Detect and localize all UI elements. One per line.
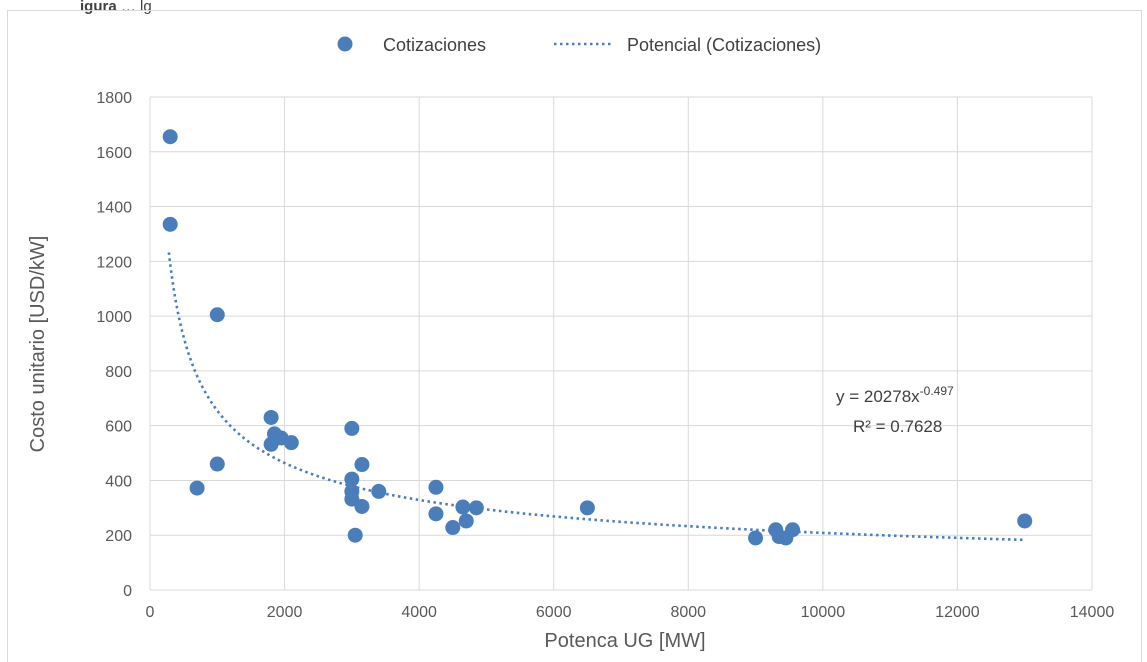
chart-frame: [7, 10, 1142, 662]
y-tick-label: 600: [105, 419, 132, 436]
data-points: [162, 129, 1033, 546]
y-tick-label: 800: [105, 364, 132, 381]
legend-marker-series: [337, 36, 353, 52]
y-tick-label: 1400: [96, 200, 132, 217]
y-tick-label: 1200: [96, 254, 132, 271]
data-point: [347, 527, 363, 543]
data-point: [162, 216, 178, 232]
x-axis-title: Potenca UG [MW]: [544, 630, 705, 652]
legend-label-series: Cotizaciones: [383, 35, 486, 55]
legend: Cotizaciones Potencial (Cotizaciones): [337, 35, 821, 55]
y-tick-label: 200: [105, 528, 132, 545]
y-tick-label: 1800: [96, 90, 132, 107]
data-point: [189, 480, 205, 496]
trendline: [167, 252, 1025, 542]
x-tick-label: 2000: [267, 604, 303, 621]
r-squared-label: R² = 0.7628: [853, 417, 942, 436]
data-point: [209, 456, 225, 472]
data-point: [1017, 513, 1033, 529]
data-point: [579, 500, 595, 516]
x-tick-label: 14000: [1070, 604, 1115, 621]
data-point: [371, 483, 387, 499]
y-tick-label: 400: [105, 473, 132, 490]
data-point: [428, 479, 444, 495]
data-point: [445, 520, 461, 536]
y-tick-label: 0: [123, 583, 132, 600]
equation-label: y = 20278x-0.497: [836, 384, 954, 406]
data-point: [344, 471, 360, 487]
y-axis-title: Costo unitario [USD/kW]: [27, 236, 49, 453]
x-tick-label: 10000: [801, 604, 846, 621]
equation-base: y = 20278x: [836, 387, 920, 406]
x-tick-label: 4000: [401, 604, 437, 621]
gridlines: [149, 96, 1093, 591]
data-point: [785, 522, 801, 538]
y-tick-labels: 0 200 400 600 800 1000 1200 1400 1600 1800: [96, 90, 132, 600]
y-tick-label: 1000: [96, 309, 132, 326]
caption-bold: igura: [80, 0, 117, 15]
data-point: [263, 409, 279, 425]
x-tick-label: 0: [146, 604, 155, 621]
x-tick-label: 6000: [536, 604, 572, 621]
y-tick-label: 1600: [96, 145, 132, 162]
data-point: [458, 513, 474, 529]
data-point: [354, 498, 370, 514]
data-point: [344, 420, 360, 436]
x-tick-label: 8000: [670, 604, 706, 621]
legend-label-trendline: Potencial (Cotizaciones): [627, 35, 821, 55]
x-tick-label: 12000: [935, 604, 980, 621]
caption-rest: … lg: [116, 0, 152, 15]
data-point: [283, 435, 299, 451]
data-point: [162, 129, 178, 145]
data-point: [455, 499, 471, 515]
data-point: [209, 307, 225, 323]
trendline-equation: y = 20278x-0.497 R² = 0.7628: [836, 384, 954, 436]
data-point: [428, 506, 444, 522]
x-tick-labels: 0 2000 4000 6000 8000 10000 12000 14000: [146, 604, 1115, 621]
data-point: [354, 457, 370, 473]
data-point: [748, 530, 764, 546]
equation-exponent: -0.497: [920, 384, 954, 398]
figure-caption-fragment: igura … lg: [80, 0, 152, 15]
data-point: [468, 500, 484, 516]
